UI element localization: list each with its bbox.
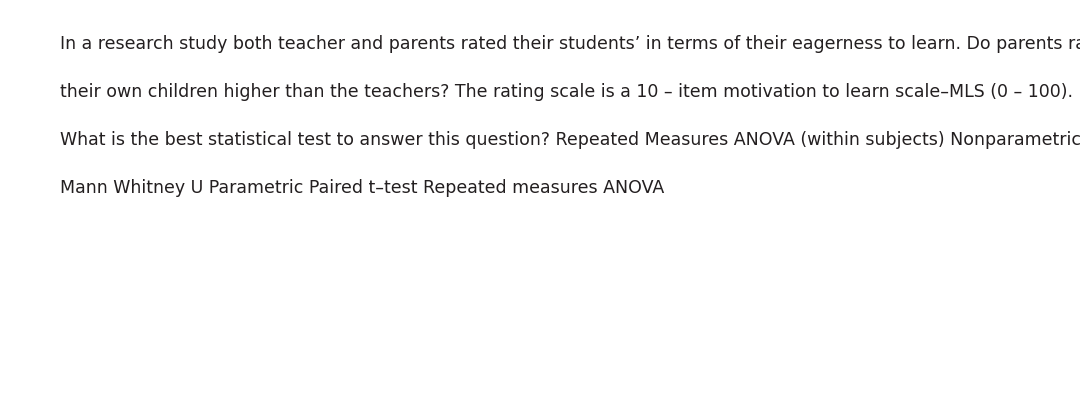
Text: What is the best statistical test to answer this question? Repeated Measures ANO: What is the best statistical test to ans… <box>60 131 1080 149</box>
Text: In a research study both teacher and parents rated their students’ in terms of t: In a research study both teacher and par… <box>60 35 1080 53</box>
Text: their own children higher than the teachers? The rating scale is a 10 – item mot: their own children higher than the teach… <box>60 83 1074 101</box>
Text: Mann Whitney U Parametric Paired t–test Repeated measures ANOVA: Mann Whitney U Parametric Paired t–test … <box>60 179 664 197</box>
